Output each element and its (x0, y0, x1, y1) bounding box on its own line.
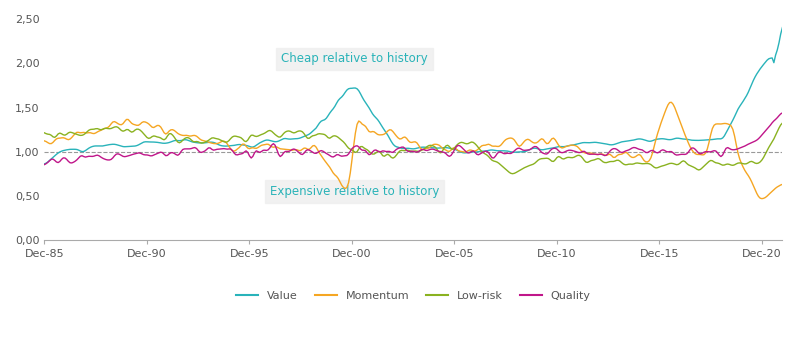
Text: Cheap relative to history: Cheap relative to history (281, 52, 428, 65)
Legend: Value, Momentum, Low-risk, Quality: Value, Momentum, Low-risk, Quality (232, 287, 595, 306)
Text: Expensive relative to history: Expensive relative to history (270, 185, 439, 198)
